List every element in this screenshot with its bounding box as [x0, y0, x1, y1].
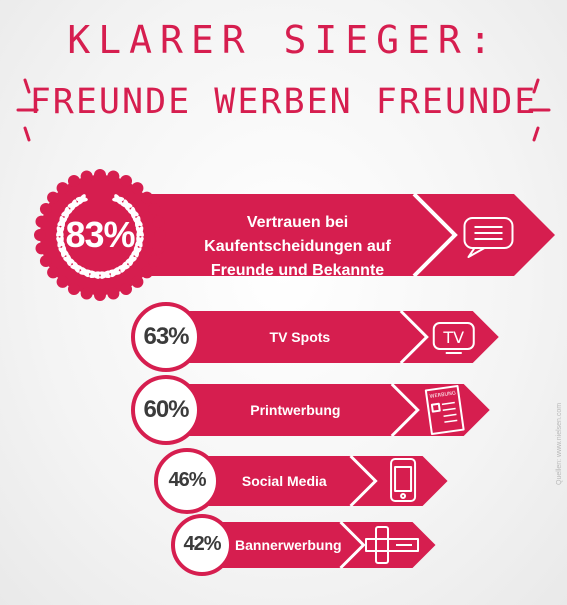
bar-divider-1: [399, 309, 429, 365]
svg-text:TV: TV: [442, 328, 464, 347]
bar-group-4: [171, 514, 436, 576]
speech-bubble-icon: [463, 217, 514, 258]
banner-icon: [365, 526, 420, 564]
value-circle-1: [131, 302, 201, 372]
category-label-4: Bannerwerbung: [235, 537, 342, 553]
newspaper-icon: WERBUNG: [424, 384, 465, 436]
bar-group-1: TV: [131, 302, 499, 372]
svg-text:WERBUNG: WERBUNG: [429, 390, 456, 400]
bar-group-3: [154, 448, 448, 514]
value-label-0: 83%: [65, 214, 135, 256]
value-label-2: 60%: [143, 396, 189, 424]
category-label-1: TV Spots: [269, 329, 331, 345]
title-line-1: KLARER SIEGER:: [67, 18, 500, 62]
bar-4: [202, 522, 436, 568]
bar-divider-4: [339, 520, 366, 570]
bar-group-2: WERBUNG: [131, 375, 490, 445]
title-decoration: [16, 78, 551, 142]
category-label-0: Vertrauen bei Kaufentscheidungen auf Fre…: [204, 214, 391, 279]
value-circle-4: [171, 514, 233, 576]
bar-divider-0: [412, 192, 458, 278]
source-note: Quellen: www.nielsen.com: [556, 402, 563, 485]
bar-divider-3: [349, 454, 378, 508]
value-circle-3: [154, 448, 220, 514]
bar-3: [187, 456, 448, 506]
smartphone-icon: [390, 458, 417, 502]
bar-2: [166, 384, 490, 436]
value-label-1: 63%: [143, 323, 189, 351]
bar-0: [120, 194, 555, 276]
value-circle-2: [131, 375, 201, 445]
category-label-2: Printwerbung: [250, 402, 341, 418]
category-label-3: Social Media: [241, 473, 327, 489]
tv-icon: TV: [432, 322, 475, 354]
title-line-2: FREUNDE WERBEN FREUNDE: [29, 82, 538, 122]
value-label-4: 42%: [183, 533, 221, 556]
bar-group-0: [34, 169, 555, 301]
value-label-3: 46%: [168, 469, 206, 492]
bar-divider-2: [390, 382, 420, 438]
